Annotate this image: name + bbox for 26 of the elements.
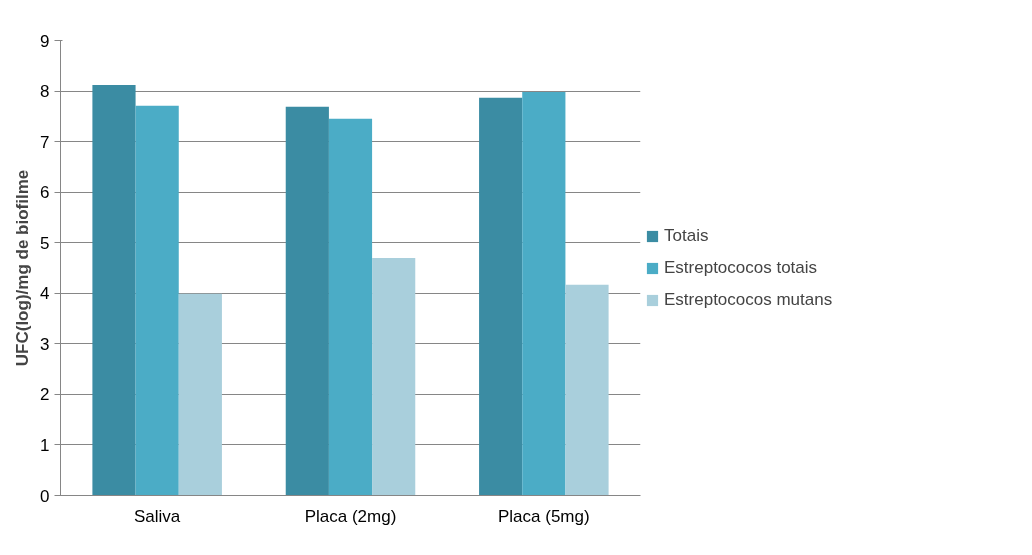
bar bbox=[565, 284, 609, 496]
bar bbox=[178, 293, 222, 496]
y-tick-label: 2 bbox=[40, 385, 50, 405]
x-tick-label: Saliva bbox=[134, 506, 181, 526]
bar bbox=[285, 106, 329, 496]
bar bbox=[372, 257, 416, 496]
y-tick-label: 6 bbox=[40, 183, 50, 203]
legend-label: Totais bbox=[664, 225, 709, 246]
bar bbox=[92, 84, 136, 496]
bar bbox=[522, 92, 566, 496]
y-tick-label: 9 bbox=[40, 31, 50, 51]
y-tick-label: 7 bbox=[40, 132, 50, 152]
y-tick-label: 8 bbox=[40, 82, 50, 102]
bar bbox=[328, 118, 373, 496]
legend-label: Estreptococos totais bbox=[664, 257, 818, 278]
bar bbox=[135, 105, 179, 496]
x-tick-label: Placa (5mg) bbox=[498, 506, 590, 526]
y-tick-label: 3 bbox=[40, 334, 50, 354]
y-tick-label: 0 bbox=[40, 486, 50, 506]
y-tick-label: 5 bbox=[40, 233, 50, 253]
x-tick-label: Placa (2mg) bbox=[304, 506, 397, 526]
bar bbox=[479, 97, 523, 496]
y-tick-label: 1 bbox=[40, 435, 50, 455]
y-axis-title: UFC(log)/mg de biofilme bbox=[13, 169, 33, 367]
y-tick-label: 4 bbox=[40, 284, 50, 304]
legend-label: Estreptococos mutans bbox=[664, 289, 833, 310]
